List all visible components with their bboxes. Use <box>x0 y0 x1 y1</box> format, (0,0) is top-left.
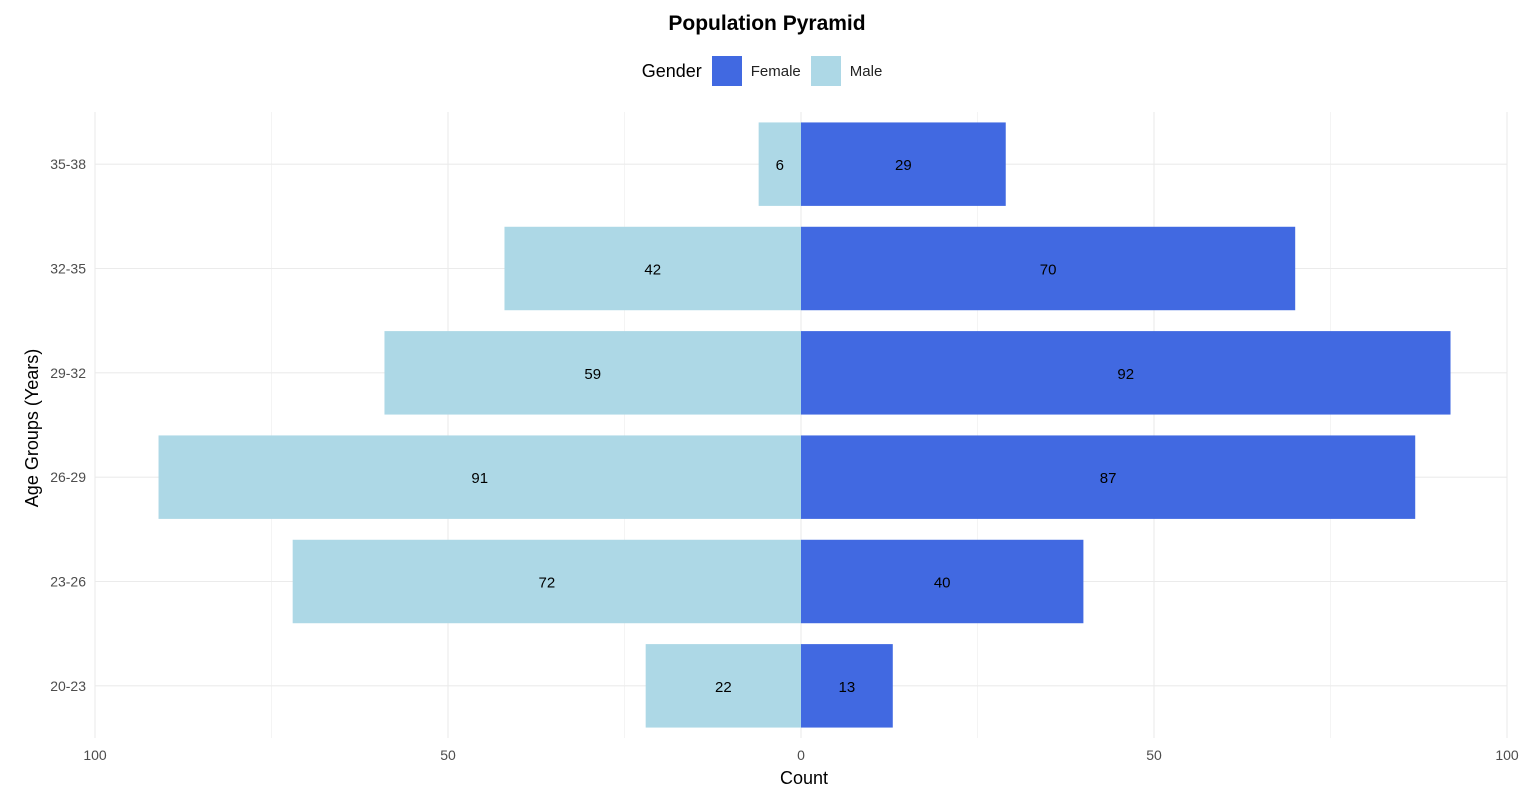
x-tick-label-2: 0 <box>797 747 805 763</box>
data-label-male-29-32: 59 <box>584 366 601 383</box>
bar-female-32-35 <box>801 226 1296 311</box>
data-label-female-35-38: 29 <box>895 157 912 174</box>
chart-title: Population Pyramid <box>668 12 866 35</box>
y-tick-labels-group: 20-23 23-26 26-29 29-32 32-35 35-38 <box>50 156 86 694</box>
bar-male-23-26 <box>292 539 801 624</box>
x-tick-labels-group: 100 50 0 50 100 <box>83 747 1519 763</box>
data-labels-group: 13 40 87 92 70 29 22 72 91 59 42 6 <box>471 157 1134 696</box>
data-label-female-20-23: 13 <box>839 679 856 696</box>
bar-female-20-23 <box>801 644 893 728</box>
data-label-male-26-29: 91 <box>471 470 488 487</box>
data-label-male-23-26: 72 <box>538 575 555 592</box>
bar-male-29-32 <box>384 331 801 415</box>
bar-female-29-32 <box>801 331 1451 415</box>
bar-male-35-38 <box>758 122 801 206</box>
y-tick-label-29-32: 29-32 <box>50 365 86 381</box>
data-label-female-32-35: 70 <box>1040 262 1057 279</box>
legend-label-female: Female <box>750 62 801 80</box>
bar-female-26-29 <box>801 435 1416 519</box>
data-label-female-23-26: 40 <box>934 575 951 592</box>
legend-item-male: Male <box>810 56 883 86</box>
y-tick-label-20-23: 20-23 <box>50 678 86 694</box>
y-tick-label-23-26: 23-26 <box>50 574 86 590</box>
legend-label-male: Male <box>849 62 883 80</box>
legend-title: Gender <box>641 60 702 81</box>
x-tick-label-4: 100 <box>1495 747 1519 763</box>
x-tick-label-0: 100 <box>83 747 107 763</box>
bar-female-35-38 <box>801 122 1006 206</box>
legend-swatch-male <box>810 56 841 86</box>
y-tick-label-32-35: 32-35 <box>50 261 86 277</box>
bar-male-20-23 <box>645 644 801 728</box>
data-label-female-26-29: 87 <box>1100 470 1117 487</box>
data-label-male-35-38: 6 <box>776 157 784 174</box>
bar-male-32-35 <box>504 226 801 311</box>
data-label-female-29-32: 92 <box>1117 366 1134 383</box>
data-label-male-32-35: 42 <box>644 262 661 279</box>
bar-male-26-29 <box>158 435 802 519</box>
x-tick-label-1: 50 <box>440 747 456 763</box>
y-tick-label-26-29: 26-29 <box>50 469 86 485</box>
bar-female-23-26 <box>801 539 1084 624</box>
legend: Gender Female Male <box>0 56 1534 86</box>
x-axis-title: Count <box>780 768 828 788</box>
legend-swatch-female <box>711 56 742 86</box>
y-axis-title: Age Groups (Years) <box>22 349 42 507</box>
bars-group <box>158 122 1451 728</box>
y-tick-label-35-38: 35-38 <box>50 156 86 172</box>
legend-item-female: Female <box>711 56 801 86</box>
data-label-male-20-23: 22 <box>715 679 732 696</box>
x-tick-label-3: 50 <box>1146 747 1162 763</box>
